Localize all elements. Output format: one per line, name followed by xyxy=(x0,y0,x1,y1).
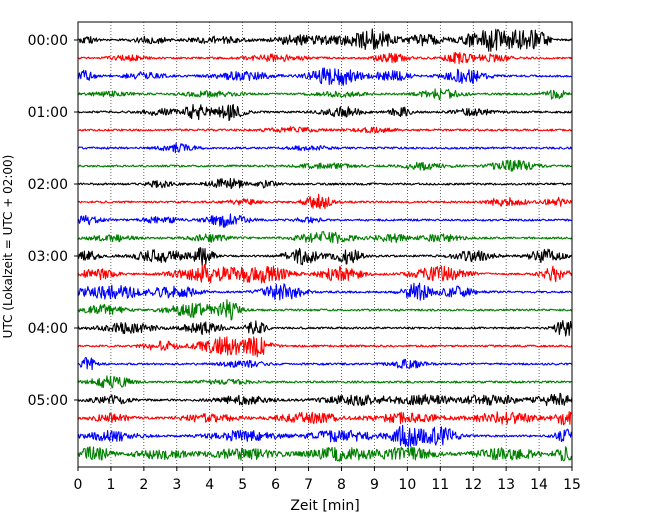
y-axis-label: UTC (Lokalzeit = UTC + 02:00) xyxy=(1,155,15,339)
trace-0300 xyxy=(77,247,573,266)
x-tick-label: 0 xyxy=(74,477,83,493)
x-tick-label: 2 xyxy=(139,477,148,493)
x-tick-label: 7 xyxy=(304,477,313,493)
y-tick-label: 03:00 xyxy=(28,249,68,265)
trace-0015 xyxy=(77,51,573,65)
trace-0115 xyxy=(77,126,573,134)
x-axis: 0 1 2 3 4 5 6 7 8 9 10 11 12 13 14 15 xyxy=(74,467,581,493)
x-tick-label: 1 xyxy=(106,477,115,493)
x-tick-label: 8 xyxy=(337,477,346,493)
y-tick-label: 05:00 xyxy=(28,393,68,409)
trace-0545 xyxy=(77,446,573,462)
trace-0430 xyxy=(77,356,573,371)
trace-0200 xyxy=(77,177,573,190)
trace-0045 xyxy=(77,88,573,101)
trace-0345 xyxy=(77,299,573,321)
x-tick-label: 3 xyxy=(172,477,181,493)
trace-0230 xyxy=(77,213,573,228)
trace-0415 xyxy=(77,336,573,358)
trace-0000 xyxy=(77,28,573,52)
trace-0145 xyxy=(77,159,573,172)
trace-0500 xyxy=(77,392,573,407)
x-axis-label: Zeit [min] xyxy=(290,498,359,514)
trace-0245 xyxy=(77,231,573,244)
trace-0215 xyxy=(77,193,573,210)
y-tick-label: 02:00 xyxy=(28,177,68,193)
trace-0445 xyxy=(77,375,573,389)
x-tick-label: 11 xyxy=(431,477,449,493)
plot-frame xyxy=(77,21,573,468)
x-tick-label: 4 xyxy=(205,477,214,493)
trace-0400 xyxy=(77,319,573,337)
trace-0030 xyxy=(77,67,573,86)
x-tick-label: 5 xyxy=(238,477,247,493)
y-tick-label: 04:00 xyxy=(28,321,68,337)
trace-0515 xyxy=(77,411,573,426)
trace-0100 xyxy=(77,103,573,122)
trace-series xyxy=(77,28,573,462)
x-tick-label: 10 xyxy=(398,477,416,493)
y-tick-label: 00:00 xyxy=(28,33,68,49)
trace-0315 xyxy=(77,263,573,284)
x-tick-label: 13 xyxy=(497,477,515,493)
x-tick-label: 9 xyxy=(370,477,379,493)
trace-0330 xyxy=(77,282,573,301)
y-axis: 00:00 01:00 02:00 03:00 04:00 05:00 xyxy=(28,33,78,409)
y-tick-label: 01:00 xyxy=(28,105,68,121)
x-tick-label: 14 xyxy=(530,477,548,493)
trace-0130 xyxy=(77,142,573,154)
x-tick-label: 12 xyxy=(464,477,482,493)
trace-0530 xyxy=(77,424,573,448)
grid-lines xyxy=(110,22,540,467)
x-tick-label: 6 xyxy=(271,477,280,493)
x-tick-label: 15 xyxy=(563,477,581,493)
